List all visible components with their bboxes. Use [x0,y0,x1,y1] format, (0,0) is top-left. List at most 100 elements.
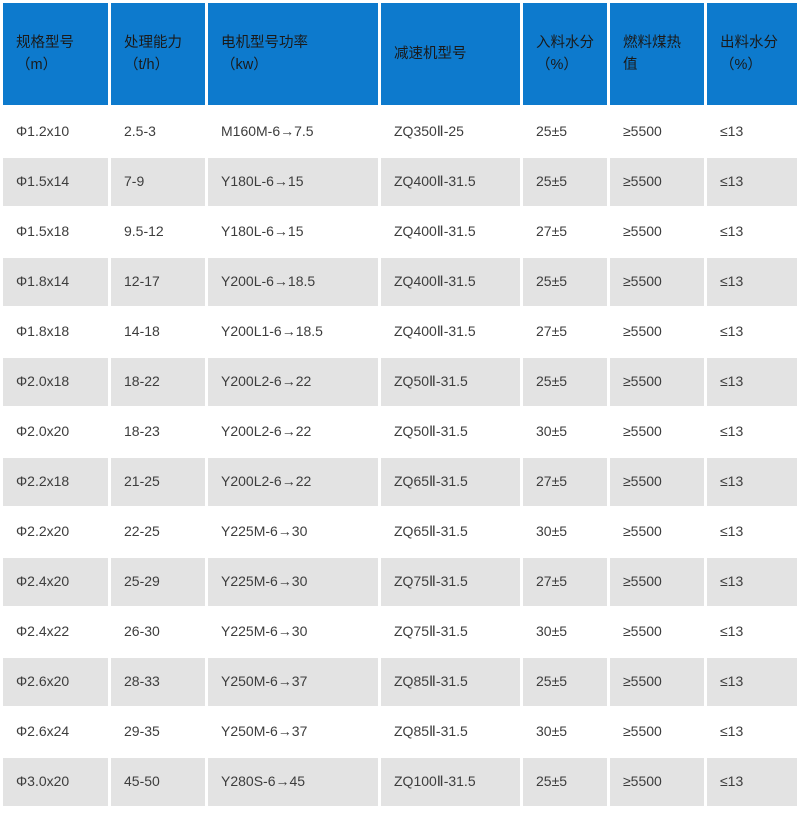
cell-reducer: ZQ400Ⅱ-31.5 [381,258,523,308]
cell-reducer: ZQ400Ⅱ-31.5 [381,158,523,208]
cell-reducer: ZQ50Ⅱ-31.5 [381,358,523,408]
cell-motor: Y225M-6→30 [208,508,381,558]
table-row: Φ1.2x10 2.5-3 M160M-6→7.5 ZQ350Ⅱ-25 25±5 ≥550… [3,108,797,158]
column-header-reducer: 减速机型号 [381,3,523,108]
cell-inlet-moisture: 30±5 [523,708,610,758]
cell-capacity: 18-22 [111,358,208,408]
cell-outlet-moisture: ≤13 [707,758,797,808]
cell-capacity: 45-50 [111,758,208,808]
cell-outlet-moisture: ≤13 [707,308,797,358]
cell-inlet-moisture: 25±5 [523,658,610,708]
cell-outlet-moisture: ≤13 [707,658,797,708]
cell-motor: Y200L2-6→22 [208,408,381,458]
table-row: Φ2.6x20 28-33 Y250M-6→37 ZQ85Ⅱ-31.5 25±5 ≥550… [3,658,797,708]
cell-reducer: ZQ75Ⅱ-31.5 [381,558,523,608]
cell-spec: Φ2.2x20 [3,508,111,558]
cell-inlet-moisture: 27±5 [523,308,610,358]
cell-capacity: 18-23 [111,408,208,458]
column-header-motor-line2: （kw） [221,57,268,73]
cell-inlet-moisture: 27±5 [523,208,610,258]
table-header: 规格型号 （m） 处理能力 （t/h） 电机型号功率 （kw） 减速机型号 入料… [3,3,797,108]
table-row: Φ1.5x18 9.5-12 Y180L-6→15 ZQ400Ⅱ-31.5 27±5 ≥5… [3,208,797,258]
column-header-spec-line2: （m） [16,57,58,73]
cell-motor: Y200L2-6→22 [208,458,381,508]
table-row: Φ2.4x22 26-30 Y225M-6→30 ZQ75Ⅱ-31.5 30±5 ≥550… [3,608,797,658]
cell-capacity: 9.5-12 [111,208,208,258]
cell-capacity: 14-18 [111,308,208,358]
column-header-capacity-line1: 处理能力 [124,34,182,51]
cell-motor: Y180L-6→15 [208,158,381,208]
cell-coal-heat: ≥5500 [610,208,707,258]
cell-spec: Φ1.2x10 [3,108,111,158]
column-header-outlet-moisture: 出料水分 （%） [707,3,797,108]
table-row: Φ2.0x20 18-23 Y200L2-6→22 ZQ50Ⅱ-31.5 30±5 ≥55… [3,408,797,458]
cell-spec: Φ1.8x14 [3,258,111,308]
cell-capacity: 26-30 [111,608,208,658]
cell-inlet-moisture: 30±5 [523,608,610,658]
table-row: Φ1.5x14 7-9 Y180L-6→15 ZQ400Ⅱ-31.5 25±5 ≥5500… [3,158,797,208]
cell-inlet-moisture: 30±5 [523,508,610,558]
cell-outlet-moisture: ≤13 [707,458,797,508]
cell-outlet-moisture: ≤13 [707,158,797,208]
cell-spec: Φ2.4x20 [3,558,111,608]
cell-reducer: ZQ65Ⅱ-31.5 [381,508,523,558]
cell-capacity: 29-35 [111,708,208,758]
cell-capacity: 28-33 [111,658,208,708]
cell-spec: Φ2.4x22 [3,608,111,658]
cell-reducer: ZQ85Ⅱ-31.5 [381,708,523,758]
column-header-outlet-moisture-line1: 出料水分 [720,34,778,51]
cell-outlet-moisture: ≤13 [707,208,797,258]
table-body: Φ1.2x10 2.5-3 M160M-6→7.5 ZQ350Ⅱ-25 25±5 ≥550… [3,108,797,808]
cell-inlet-moisture: 25±5 [523,158,610,208]
column-header-motor: 电机型号功率 （kw） [208,3,381,108]
column-header-inlet-moisture-line1: 入料水分 [536,34,594,51]
column-header-motor-line1: 电机型号功率 [221,34,308,51]
cell-motor: Y225M-6→30 [208,608,381,658]
cell-coal-heat: ≥5500 [610,458,707,508]
cell-coal-heat: ≥5500 [610,508,707,558]
cell-coal-heat: ≥5500 [610,358,707,408]
cell-motor: Y280S-6→45 [208,758,381,808]
cell-capacity: 21-25 [111,458,208,508]
cell-reducer: ZQ400Ⅱ-31.5 [381,208,523,258]
cell-coal-heat: ≥5500 [610,258,707,308]
cell-outlet-moisture: ≤13 [707,108,797,158]
table-row: Φ2.2x20 22-25 Y225M-6→30 ZQ65Ⅱ-31.5 30±5 ≥550… [3,508,797,558]
cell-spec: Φ1.5x18 [3,208,111,258]
cell-motor: Y225M-6→30 [208,558,381,608]
cell-outlet-moisture: ≤13 [707,608,797,658]
table-row: Φ3.0x20 45-50 Y280S-6→45 ZQ100Ⅱ-31.5 25±5 ≥55… [3,758,797,808]
cell-coal-heat: ≥5500 [610,408,707,458]
cell-inlet-moisture: 25±5 [523,358,610,408]
cell-spec: Φ2.6x24 [3,708,111,758]
table-row: Φ2.6x24 29-35 Y250M-6→37 ZQ85Ⅱ-31.5 30±5 ≥550… [3,708,797,758]
table-header-row: 规格型号 （m） 处理能力 （t/h） 电机型号功率 （kw） 减速机型号 入料… [3,3,797,108]
cell-spec: Φ2.6x20 [3,658,111,708]
cell-outlet-moisture: ≤13 [707,358,797,408]
cell-spec: Φ1.5x14 [3,158,111,208]
cell-spec: Φ2.0x20 [3,408,111,458]
column-header-inlet-moisture-line2: （%） [536,57,578,73]
column-header-coal-heat: 燃料煤热值 [610,3,707,108]
cell-outlet-moisture: ≤13 [707,258,797,308]
cell-motor: M160M-6→7.5 [208,108,381,158]
cell-motor: Y200L1-6→18.5 [208,308,381,358]
cell-outlet-moisture: ≤13 [707,558,797,608]
cell-coal-heat: ≥5500 [610,558,707,608]
cell-reducer: ZQ50Ⅱ-31.5 [381,408,523,458]
cell-reducer: ZQ400Ⅱ-31.5 [381,308,523,358]
cell-capacity: 25-29 [111,558,208,608]
table-row: Φ1.8x18 14-18 Y200L1-6→18.5 ZQ400Ⅱ-31.5 27±5… [3,308,797,358]
cell-spec: Φ3.0x20 [3,758,111,808]
cell-capacity: 12-17 [111,258,208,308]
cell-coal-heat: ≥5500 [610,108,707,158]
cell-coal-heat: ≥5500 [610,308,707,358]
cell-motor: Y180L-6→15 [208,208,381,258]
cell-reducer: ZQ65Ⅱ-31.5 [381,458,523,508]
cell-motor: Y250M-6→37 [208,658,381,708]
cell-inlet-moisture: 30±5 [523,408,610,458]
cell-coal-heat: ≥5500 [610,658,707,708]
column-header-spec-line1: 规格型号 [16,34,74,51]
cell-inlet-moisture: 25±5 [523,758,610,808]
